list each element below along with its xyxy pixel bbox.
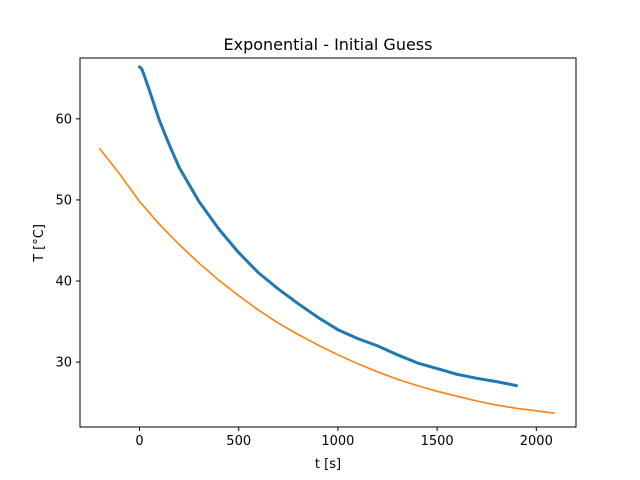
x-tick-label: 0 <box>135 434 143 449</box>
series-line-1 <box>138 65 518 388</box>
axis-ticks: 0 500 1000 1500 2000 30 40 50 60 <box>55 112 552 449</box>
x-tick-label: 1000 <box>321 434 354 449</box>
plot-area <box>99 65 556 415</box>
y-axis-label: T [°C] <box>32 224 47 263</box>
y-tick-label: 40 <box>55 275 72 290</box>
x-axis-label: t [s] <box>315 457 341 472</box>
y-tick-label: 50 <box>55 193 72 208</box>
series-line-2 <box>99 148 556 415</box>
y-tick-label: 30 <box>55 356 72 371</box>
x-tick-label: 1500 <box>421 434 454 449</box>
y-tick-label: 60 <box>55 112 72 127</box>
chart-title: Exponential - Initial Guess <box>224 35 433 54</box>
x-tick-label: 2000 <box>520 434 553 449</box>
axes-frame <box>79 57 577 428</box>
x-tick-label: 500 <box>226 434 251 449</box>
